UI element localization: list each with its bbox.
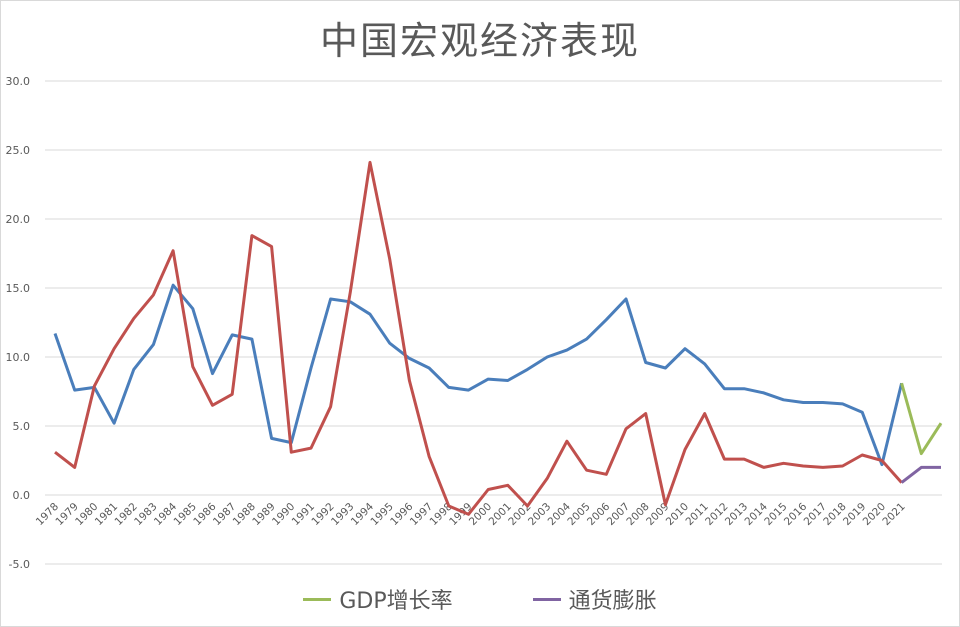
legend-item-gdp: GDP增长率 — [303, 583, 453, 615]
legend-label-gdp: GDP增长率 — [339, 589, 453, 614]
y-tick-label: 0.0 — [13, 489, 31, 502]
legend: GDP增长率 通货膨胀 — [0, 583, 960, 615]
series-line-0 — [53, 283, 904, 467]
series-line-3 — [900, 465, 941, 484]
y-tick-label: 5.0 — [13, 420, 31, 433]
y-tick-label: 15.0 — [6, 282, 31, 295]
legend-label-inflation: 通货膨胀 — [568, 589, 657, 614]
y-tick-label: -5.0 — [9, 558, 30, 571]
y-tick-label: 10.0 — [6, 351, 31, 364]
legend-swatch-inflation — [532, 597, 561, 601]
y-tick-label: 20.0 — [6, 213, 31, 226]
y-tick-label: 25.0 — [6, 144, 31, 157]
series-line-1 — [54, 160, 903, 516]
series-line-2 — [900, 382, 943, 456]
legend-item-inflation: 通货膨胀 — [532, 583, 657, 615]
chart-title: 中国宏观经济表现 — [319, 19, 640, 63]
y-tick-label: 30.0 — [6, 75, 31, 88]
legend-swatch-gdp — [303, 597, 332, 601]
x-tick-label: 2021 — [880, 501, 907, 528]
